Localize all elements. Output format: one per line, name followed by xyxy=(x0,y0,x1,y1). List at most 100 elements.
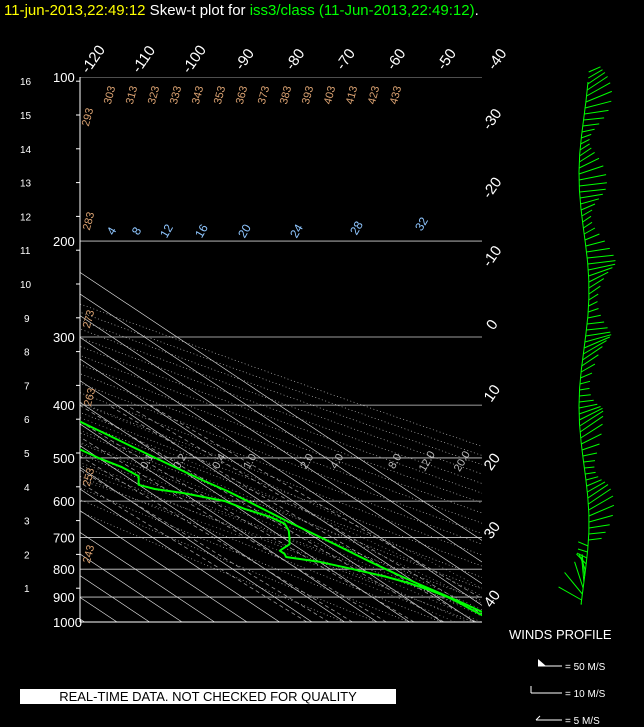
wind-legend-label: = 10 M/S xyxy=(565,689,606,700)
dry-adiabat-label: 423 xyxy=(366,85,382,106)
wind-barb-profile xyxy=(558,66,616,605)
wind-barb xyxy=(580,198,600,205)
wind-barb xyxy=(579,415,604,433)
wind-barb xyxy=(579,193,603,199)
wind-barb xyxy=(588,537,602,541)
moist-adiabat-label: 12 xyxy=(157,221,176,240)
height-tick-label: 8 xyxy=(24,348,30,359)
pressure-tick-label: 100 xyxy=(53,70,75,85)
wind-barb xyxy=(588,301,598,307)
wind-barb xyxy=(578,553,586,571)
wind-barb xyxy=(586,82,611,97)
wind-barb xyxy=(585,471,596,475)
mixing-ratio-label: 12.0 xyxy=(417,449,438,474)
height-tick-label: 15 xyxy=(20,111,32,122)
dry-adiabat-353 xyxy=(80,392,482,545)
legend-flag-icon xyxy=(538,659,546,666)
dry-adiabat-303 xyxy=(80,442,482,602)
title-source: iss3/class (11-Jun-2013,22:49:12) xyxy=(249,2,475,19)
wind-barb xyxy=(588,69,603,79)
isotherm-top-label: -70 xyxy=(333,46,359,74)
height-tick-label: 1 xyxy=(24,584,30,595)
temperature-profile-line xyxy=(80,420,482,613)
wind-barb xyxy=(583,460,596,463)
isotherm--130 xyxy=(0,77,20,622)
wind-barb xyxy=(579,380,591,385)
isotherm-20 xyxy=(80,336,482,606)
wind-barb xyxy=(588,263,616,271)
height-tick-label: 4 xyxy=(24,483,30,494)
dry-adiabat-label: 373 xyxy=(256,85,272,106)
wind-barb xyxy=(578,157,600,169)
wind-barb xyxy=(584,233,600,241)
isotherm-right-label: 20 xyxy=(481,450,504,473)
mixing-ratio-2 xyxy=(80,421,415,622)
wind-barb xyxy=(583,336,610,349)
wind-barb xyxy=(580,203,596,211)
dry-adiabat-label: 303 xyxy=(102,85,118,106)
wind-barb xyxy=(583,117,605,121)
wind-barb xyxy=(588,495,614,511)
wind-barb xyxy=(579,410,604,427)
wind-barb xyxy=(576,552,588,559)
mixing-ratio-0.1 xyxy=(80,482,308,622)
dry-adiabat-label: 363 xyxy=(234,85,250,106)
moist-adiabat-label: 20 xyxy=(235,221,254,240)
wind-barb xyxy=(588,278,605,289)
pressure-tick-label: 600 xyxy=(53,494,75,509)
pressure-tick-label: 500 xyxy=(53,451,75,466)
height-tick-label: 12 xyxy=(20,212,32,223)
wind-barb xyxy=(585,331,611,337)
wind-barb xyxy=(579,174,607,181)
dry-adiabat-label: 393 xyxy=(300,85,316,106)
isotherm-40 xyxy=(80,293,482,563)
wind-barb xyxy=(582,123,600,127)
isotherm--70 xyxy=(80,531,215,622)
isotherm-right-label: -10 xyxy=(479,243,505,271)
wind-barb xyxy=(587,484,609,499)
moist-adiabat-24 xyxy=(80,430,482,604)
wind-barb xyxy=(574,561,584,589)
pressure-tick-label: 300 xyxy=(53,330,75,345)
mixing-ratio-label: 4.0 xyxy=(328,452,346,471)
dry-adiabat-label: 293 xyxy=(80,107,96,128)
wind-barb xyxy=(588,66,601,73)
isotherm-right-label: 30 xyxy=(481,519,504,542)
pressure-tick-label: 900 xyxy=(53,590,75,605)
isotherm-right-label: -20 xyxy=(479,174,505,202)
moist-adiabat-label: 16 xyxy=(192,221,211,240)
wind-barb xyxy=(588,504,615,517)
dry-adiabat-label: 243 xyxy=(81,544,97,565)
legend-barb-icon xyxy=(535,715,541,721)
wind-barb xyxy=(588,293,599,301)
dry-adiabat-label: 323 xyxy=(146,85,162,106)
wind-barb xyxy=(576,553,587,565)
isotherm-top-label: -40 xyxy=(484,46,510,74)
isotherm-top-label: -110 xyxy=(129,43,160,76)
mixing-ratio-label: 8.0 xyxy=(386,452,404,471)
wind-barb xyxy=(587,254,614,259)
wind-barb xyxy=(580,363,596,373)
mixing-ratio-label: 20.0 xyxy=(452,449,473,474)
dry-adiabat-label: 433 xyxy=(388,85,404,106)
grid-layer xyxy=(0,77,482,622)
title-middle: Skew-t plot for xyxy=(145,2,250,19)
pressure-tick-label: 1000 xyxy=(53,615,82,630)
moist-adiabat-4 xyxy=(80,479,456,622)
height-tick-label: 5 xyxy=(24,449,30,460)
moist-adiabat-32 xyxy=(80,402,482,589)
isotherm-30 xyxy=(80,315,482,585)
wind-barb xyxy=(579,188,606,193)
isotherm-50 xyxy=(80,271,482,541)
moist-adiabat-label: 4 xyxy=(104,224,120,237)
dry-adiabat-323 xyxy=(80,422,482,578)
isotherm--40 xyxy=(80,466,313,622)
dry-adiabat-label: 273 xyxy=(81,309,97,330)
wind-barb xyxy=(587,260,616,265)
height-tick-label: 6 xyxy=(24,415,30,426)
wind-barb xyxy=(581,433,602,445)
isotherm--90 xyxy=(80,575,150,622)
winds-profile-title: WINDS PROFILE xyxy=(509,627,612,642)
dry-adiabat-403 xyxy=(80,346,482,494)
dry-adiabat-433 xyxy=(80,320,482,465)
